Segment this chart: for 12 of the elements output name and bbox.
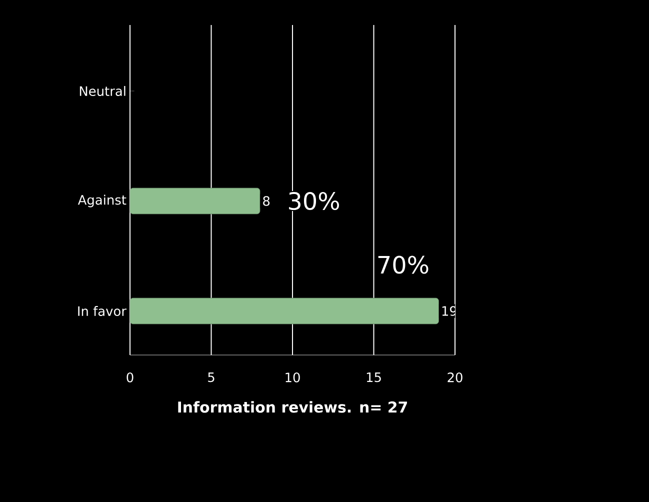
x-tick-label: 0 <box>126 372 134 382</box>
y-tick-label: In favor <box>78 306 126 316</box>
y-tick-label: Neutral <box>80 86 126 96</box>
x-tick-label: 10 <box>286 372 300 382</box>
y-tick-label: Against <box>78 194 126 208</box>
x-tick-label: 20 <box>448 372 462 382</box>
x-tick-label: 5 <box>208 372 214 382</box>
x-axis-title: Information reviews. n= 27 <box>178 401 407 413</box>
annotation: 30% <box>289 192 340 210</box>
annotation: 70% <box>378 256 428 274</box>
data-label: 8 <box>263 196 270 206</box>
x-tick-label: 15 <box>366 372 381 382</box>
